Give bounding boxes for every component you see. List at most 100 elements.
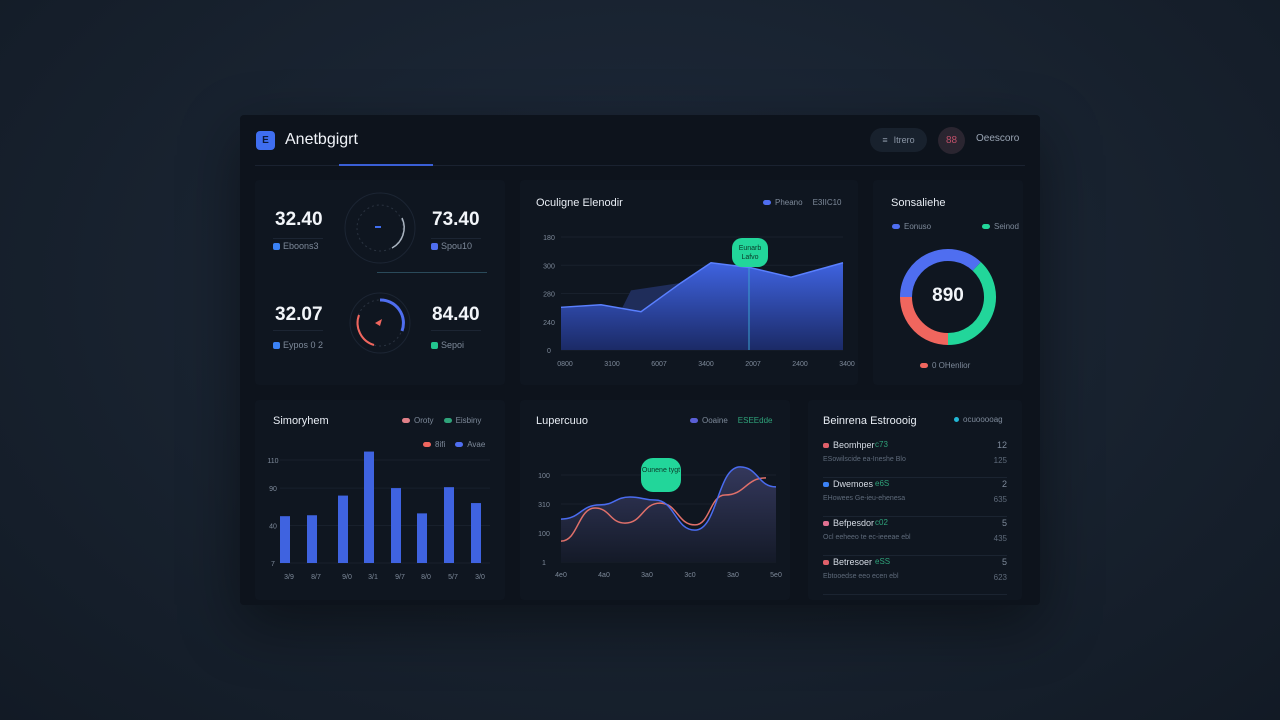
- x-tick-label: 9/7: [395, 574, 405, 581]
- donut-chart-card: Sonsaliehe Eonuso Seinod 890 0 OHenlior: [873, 180, 1023, 385]
- x-tick-label: 5e0: [770, 572, 782, 579]
- series-area: [561, 466, 776, 562]
- item-value: 12: [996, 440, 1007, 450]
- item-secondary-value: 125: [993, 456, 1007, 465]
- chart-tooltip: Ounene tygt: [641, 458, 681, 492]
- y-tick-label: 100: [538, 531, 550, 538]
- menu-button[interactable]: ≡ Itrero: [870, 128, 927, 152]
- y-tick-label: 300: [543, 263, 555, 270]
- donut-slice: [900, 296, 949, 345]
- item-secondary-value: 635: [993, 495, 1007, 504]
- header-divider: [255, 165, 1025, 166]
- x-tick-label: 3a0: [727, 572, 739, 579]
- y-tick-label: 240: [543, 320, 555, 327]
- legend-swatch: [920, 363, 928, 368]
- item-description: ESowilscide ea-Ineshe Blo: [823, 456, 906, 463]
- item-tag: eSS: [875, 557, 891, 566]
- donut-slice: [900, 249, 981, 298]
- item-name: Betresoer: [833, 557, 873, 567]
- x-tick-label: 8/7: [311, 574, 321, 581]
- legend-label: Pheano: [775, 198, 803, 207]
- status-dot: [954, 417, 959, 422]
- y-tick-label: 90: [269, 486, 277, 493]
- y-tick-label: 280: [543, 292, 555, 299]
- list-item[interactable]: Betresoer eSS Ebtooedse eeo ecen ebl 5 6…: [823, 557, 1007, 595]
- kpi-label-text: Eypos 0 2: [283, 340, 324, 350]
- item-secondary-value: 623: [993, 573, 1007, 582]
- status-dot: [823, 482, 829, 487]
- legend-label: Ooaine: [702, 416, 728, 425]
- item-value: 5: [1001, 518, 1007, 528]
- legend-label: Eisbiny: [455, 416, 482, 425]
- legend-swatch: [431, 341, 438, 349]
- x-tick-label: 3400: [839, 361, 855, 368]
- x-tick-label: 2007: [745, 361, 761, 368]
- y-tick-label: 310: [538, 502, 550, 509]
- list-item[interactable]: Beomhper c73 ESowilscide ea-Ineshe Blo 1…: [823, 440, 1007, 478]
- app-title: Anetbgigrt: [285, 131, 358, 148]
- x-tick-label: 4e0: [555, 572, 567, 579]
- bar: [444, 487, 454, 563]
- legend-swatch: [982, 224, 990, 229]
- series-area: [561, 262, 843, 350]
- avatar[interactable]: 88: [938, 127, 965, 154]
- legend: Ooaine ESEEdde: [690, 416, 773, 425]
- chart-tooltip: Eunarb Lafvo: [732, 238, 768, 267]
- card-title: Lupercuuo: [536, 415, 588, 427]
- list-item[interactable]: Dwemoes e6S EHowees Ge-ieu-ehenesa 2 635: [823, 479, 1007, 517]
- card-title: Oculigne Elenodir: [536, 197, 623, 209]
- kpi-label-text: Eboons3: [283, 241, 319, 251]
- status-dot: [823, 443, 829, 448]
- badge-label: ocuooooag: [963, 415, 1003, 424]
- x-tick-label: 3400: [698, 361, 714, 368]
- kpi-label: Spou10: [431, 241, 472, 251]
- x-tick-label: 5/7: [448, 574, 458, 581]
- legend-swatch: [273, 242, 280, 250]
- legend-label: Avae: [467, 440, 486, 449]
- active-tab-indicator[interactable]: [339, 164, 433, 166]
- y-tick-label: 0: [547, 348, 551, 355]
- item-tag: c02: [875, 518, 888, 527]
- divider: [431, 330, 481, 331]
- legend: Pheano E3IIC10: [763, 198, 842, 207]
- legend-item: Seinod: [982, 222, 1019, 231]
- legend-swatch: [455, 442, 464, 447]
- status-dot: [823, 560, 829, 565]
- bar-chart-card: Simoryhem Oroty Eisbiny 8ifi Avae 7 40 90 110…: [255, 400, 505, 600]
- legend-label: E3IIC10: [812, 198, 842, 207]
- item-description: Ebtooedse eeo ecen ebl: [823, 573, 899, 580]
- item-value: 2: [1001, 479, 1007, 489]
- legend-item: Eonuso: [892, 222, 931, 231]
- user-name[interactable]: Oeescoro: [976, 133, 1020, 144]
- kpi-value: 84.40: [432, 304, 480, 325]
- kpi-value: 73.40: [432, 209, 480, 230]
- series-line: [560, 261, 844, 313]
- bar: [280, 516, 290, 563]
- legend-swatch: [273, 341, 280, 349]
- x-tick-label: 8/0: [421, 574, 431, 581]
- x-tick-label: 3c0: [684, 572, 695, 579]
- x-tick-label: 3/0: [475, 574, 485, 581]
- legend-swatch: [443, 418, 452, 423]
- legend-swatch: [402, 418, 410, 423]
- item-tag: c73: [875, 440, 888, 449]
- x-tick-label: 3/1: [368, 574, 378, 581]
- legend-swatch: [690, 418, 698, 423]
- divider: [431, 238, 481, 239]
- menu-button-label: Itrero: [893, 135, 915, 145]
- kpi-label: Sepoi: [431, 340, 464, 350]
- bar: [391, 488, 401, 563]
- x-tick-label: 0800: [557, 361, 573, 368]
- divider: [273, 330, 323, 331]
- gauge-ring: [349, 292, 411, 354]
- legend-swatch: [431, 242, 438, 250]
- legend-label: Oroty: [414, 416, 434, 425]
- x-tick-label: 9/0: [342, 574, 352, 581]
- legend-swatch: [763, 200, 771, 205]
- item-name: Dwemoes: [833, 479, 874, 489]
- list-item[interactable]: Befpesdor c02 Ocl eeheeo te ec-ieeeae eb…: [823, 518, 1007, 556]
- kpi-label-text: Sepoi: [441, 340, 465, 350]
- card-title: Simoryhem: [273, 415, 329, 427]
- kpi-card: 32.40 Eboons3 73.40 Spou10 32.07 Eypos 0…: [255, 180, 505, 385]
- bar: [471, 503, 481, 563]
